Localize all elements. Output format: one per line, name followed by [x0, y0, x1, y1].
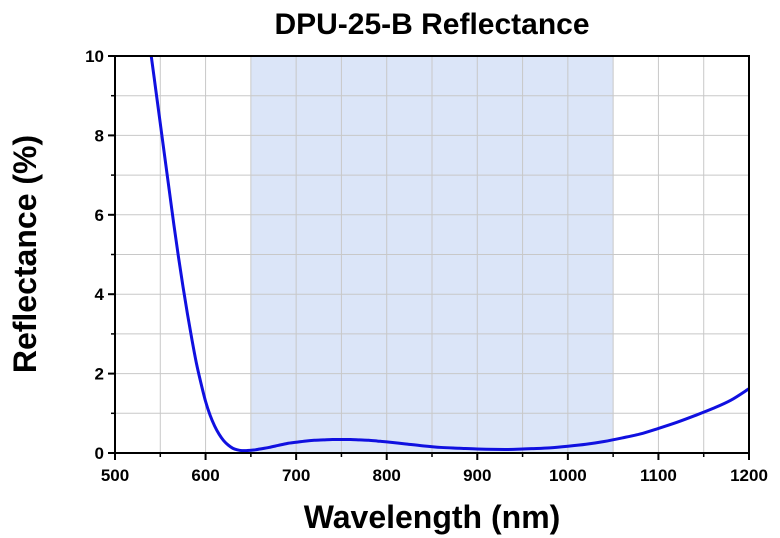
series-layer [149, 56, 749, 453]
x-tick-label: 1200 [730, 466, 768, 485]
x-tick-label: 1000 [549, 466, 587, 485]
x-tick-label: 800 [373, 466, 401, 485]
x-tick-label: 600 [191, 466, 219, 485]
x-tick-label: 1100 [640, 466, 677, 485]
chart-title: DPU-25-B Reflectance [274, 8, 589, 41]
tick-layer: 500 600 700 800 900 1000 1100 1200 0 2 4 6 8 10 [85, 47, 768, 485]
y-tick-label: 6 [95, 206, 104, 225]
x-tick-label: 900 [463, 466, 491, 485]
y-tick-label: 0 [95, 444, 104, 463]
grid-layer [115, 56, 749, 453]
x-tick-label: 700 [282, 466, 310, 485]
x-tick-label: 500 [101, 466, 129, 485]
y-tick-label: 4 [95, 285, 105, 304]
y-axis-title: Reflectance (%) [7, 135, 43, 373]
x-axis-title: Wavelength (nm) [304, 499, 561, 535]
reflectance-series-line [149, 56, 749, 453]
y-tick-label: 10 [85, 47, 104, 66]
y-tick-label: 2 [95, 365, 104, 384]
y-tick-label: 8 [95, 126, 104, 145]
